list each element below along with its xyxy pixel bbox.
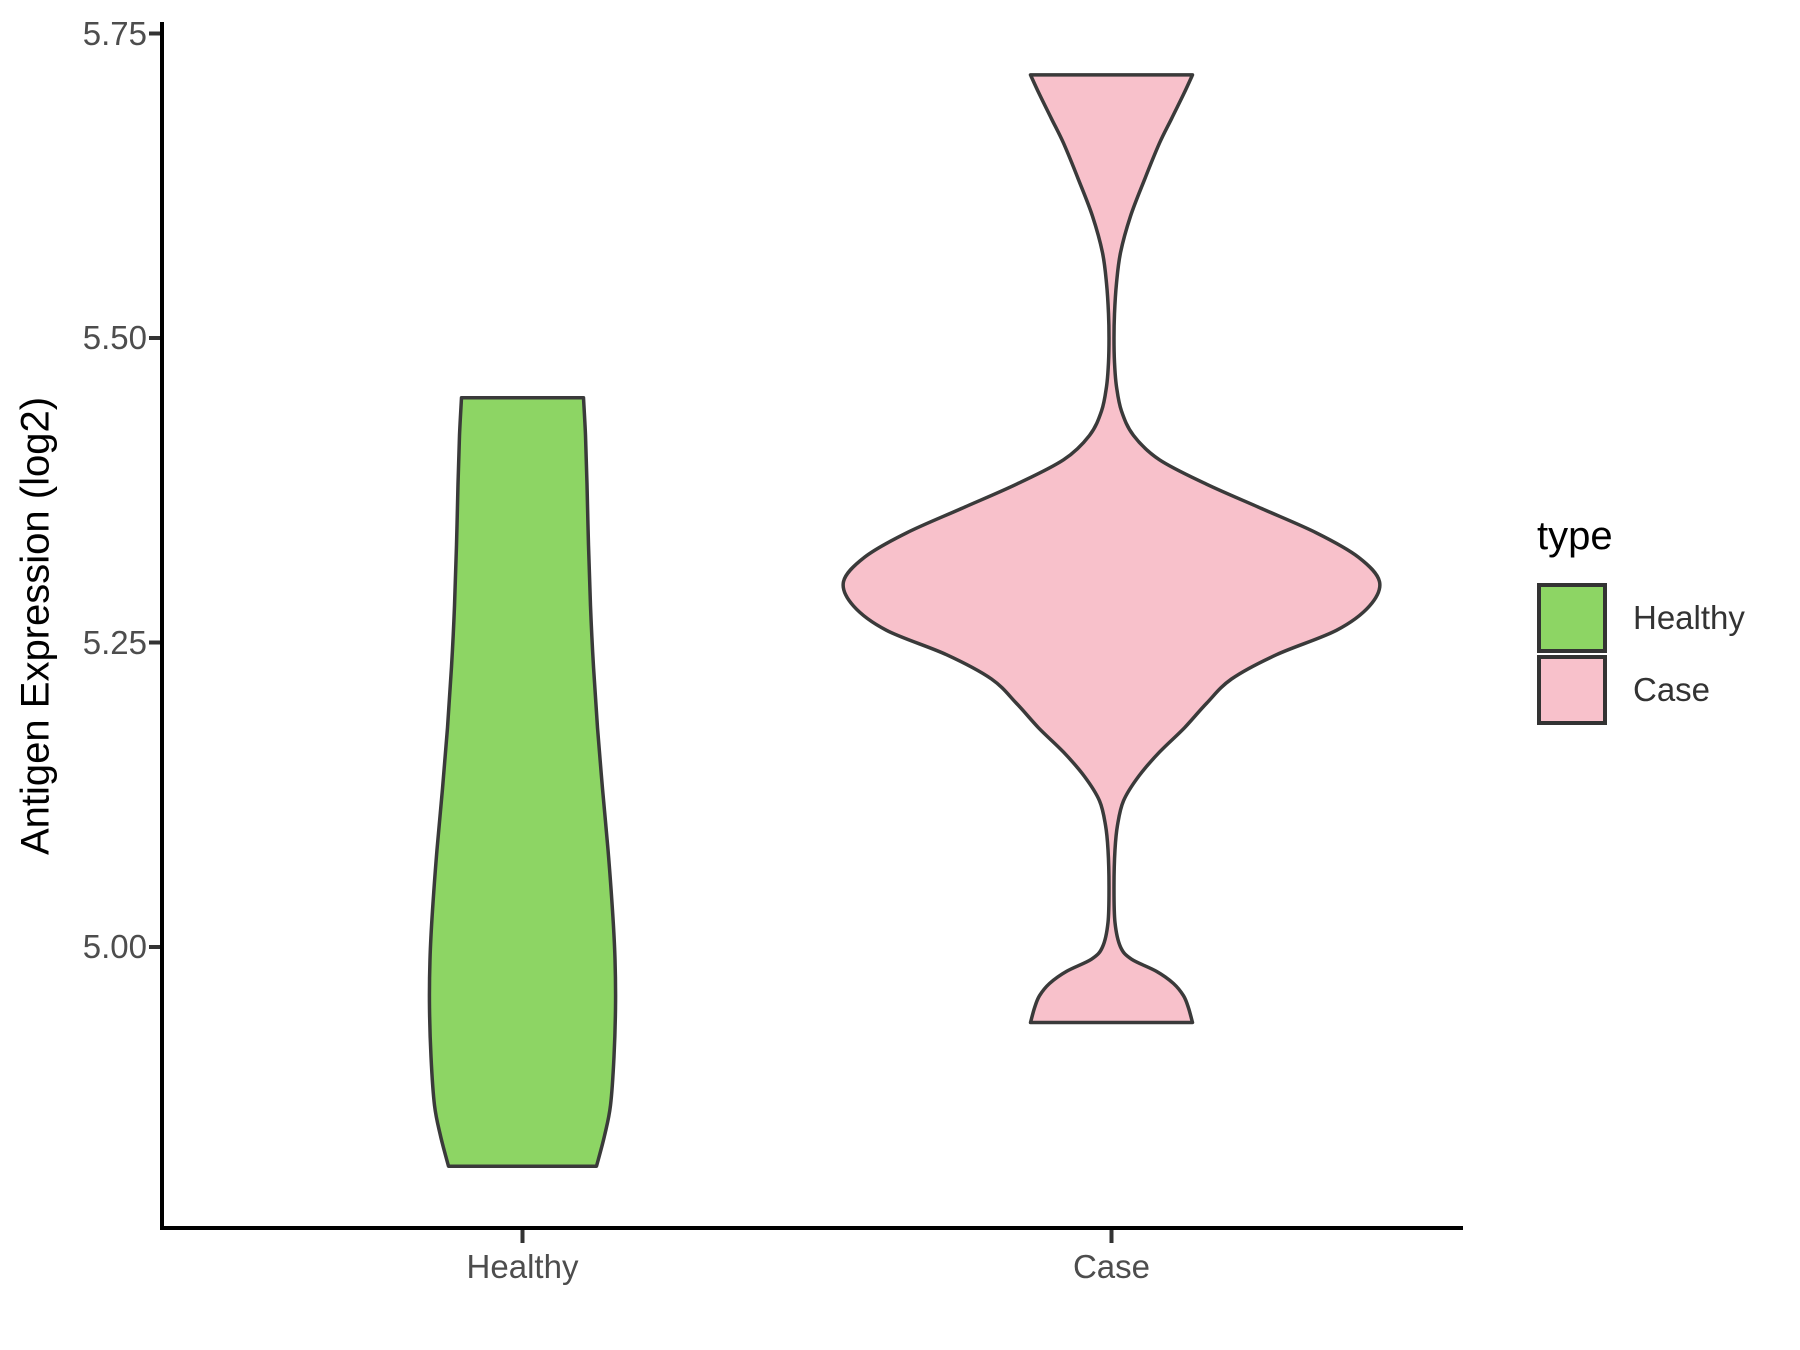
violin-healthy bbox=[427, 395, 618, 1168]
legend-label-case: Case bbox=[1633, 671, 1711, 708]
violin-case bbox=[841, 73, 1382, 1025]
y-tick-label: 5.00 bbox=[82, 928, 147, 965]
x-tick-label-healthy: Healthy bbox=[466, 1248, 579, 1285]
y-tick-label: 5.25 bbox=[82, 623, 147, 661]
legend-items: Healthy Case bbox=[1537, 583, 1745, 727]
legend-title: type bbox=[1537, 514, 1613, 558]
y-tick-label: 5.50 bbox=[82, 319, 147, 356]
legend-swatch-healthy bbox=[1537, 583, 1607, 653]
x-tick-label-case: Case bbox=[1072, 1248, 1151, 1285]
legend-item-case: Case bbox=[1537, 655, 1745, 725]
legend: type Healthy Case bbox=[1537, 514, 1745, 727]
legend-label-healthy: Healthy bbox=[1633, 599, 1745, 636]
legend-swatch-case bbox=[1537, 655, 1607, 725]
y-tick-label: 5.75 bbox=[82, 14, 147, 52]
legend-item-healthy: Healthy bbox=[1537, 583, 1745, 653]
